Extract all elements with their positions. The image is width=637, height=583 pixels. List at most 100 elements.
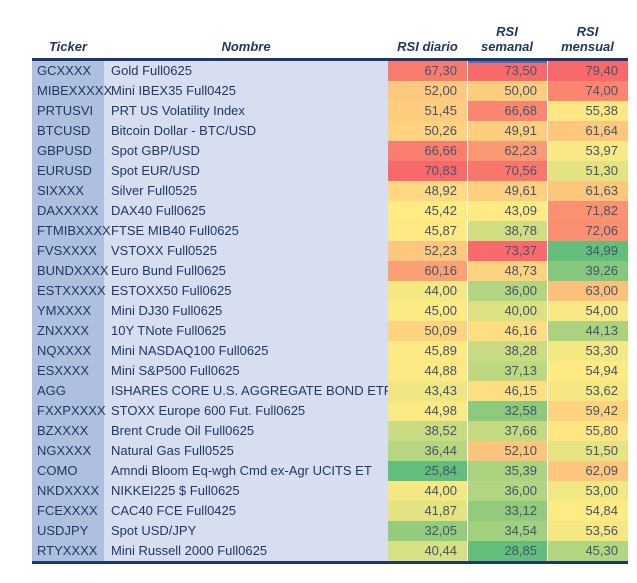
rsi-mensual-cell: 54,84 — [547, 501, 628, 521]
ticker-cell: FCEXXXX — [32, 501, 104, 521]
table-row: SIXXXX Silver Full0525 48,92 49,61 61,63 — [32, 181, 628, 201]
table-row: BZXXXX Brent Crude Oil Full0625 38,52 37,66… — [32, 421, 628, 441]
rsi-diario-cell: 67,30 — [388, 61, 467, 81]
rsi-diario-cell: 45,89 — [388, 341, 467, 361]
nombre-cell: Amndi Bloom Eq-wgh Cmd ex-Agr UCITS ET — [104, 461, 388, 481]
rsi-semanal-cell: 46,15 — [467, 381, 547, 401]
table-row: EURUSD Spot EUR/USD 70,83 70,56 51,30 — [32, 161, 628, 181]
rsi-mensual-cell: 53,97 — [547, 141, 628, 161]
ticker-cell: USDJPY — [32, 521, 104, 541]
rsi-mensual-cell: 53,62 — [547, 381, 628, 401]
rsi-mensual-cell: 72,06 — [547, 221, 628, 241]
table-row: PRTUSVI PRT US Volatility Index 51,45 66,68… — [32, 101, 628, 121]
rsi-diario-cell: 50,09 — [388, 321, 467, 341]
ticker-cell: MIBEXXXXX — [32, 81, 112, 101]
table-row: FTMIBXXXX FTSE MIB40 Full0625 45,87 38,78 72… — [32, 221, 628, 241]
ticker-cell: GBPUSD — [32, 141, 104, 161]
rsi-diario-cell: 45,00 — [388, 301, 467, 321]
table-header: Ticker Nombre RSI diario RSI semanal RSI… — [32, 8, 628, 61]
ticker-cell: GCXXXX — [32, 61, 104, 81]
table-row: YMXXXX Mini DJ30 Full0625 45,00 40,00 54,00 — [32, 301, 628, 321]
ticker-cell: ESXXXX — [32, 361, 104, 381]
nombre-cell: Mini Russell 2000 Full0625 — [104, 541, 388, 561]
rsi-semanal-cell: 32,58 — [467, 401, 547, 421]
nombre-cell: NIKKEI225 $ Full0625 — [104, 481, 388, 501]
rsi-mensual-cell: 44,13 — [547, 321, 628, 341]
rsi-diario-cell: 45,42 — [388, 201, 467, 221]
ticker-cell: FXXPXXXX — [32, 401, 106, 421]
nombre-cell: Spot GBP/USD — [104, 141, 388, 161]
rsi-mensual-cell: 53,56 — [547, 521, 628, 541]
rsi-diario-cell: 51,45 — [388, 101, 467, 121]
nombre-cell: Natural Gas Full0525 — [104, 441, 388, 461]
nombre-cell: ISHARES CORE U.S. AGGREGATE BOND ETF — [104, 381, 392, 401]
col-header-rsi-diario: RSI diario — [397, 39, 458, 54]
rsi-mensual-cell: 59,42 — [547, 401, 628, 421]
rsi-semanal-cell: 37,13 — [467, 361, 547, 381]
ticker-cell: FTMIBXXXX — [32, 221, 111, 241]
nombre-cell: DAX40 Full0625 — [104, 201, 388, 221]
table-row: ESXXXX Mini S&P500 Full0625 44,88 37,13 54,9… — [32, 361, 628, 381]
rsi-diario-cell: 40,44 — [388, 541, 467, 561]
nombre-cell: Euro Bund Full0625 — [104, 261, 388, 281]
rsi-mensual-cell: 63,00 — [547, 281, 628, 301]
table-row: GCXXXX Gold Full0625 67,30 73,50 79,40 — [32, 61, 628, 81]
rsi-mensual-cell: 61,64 — [547, 121, 628, 141]
rsi-table: Ticker Nombre RSI diario RSI semanal RSI… — [32, 8, 628, 564]
rsi-diario-cell: 38,52 — [388, 421, 467, 441]
rsi-mensual-cell: 45,30 — [547, 541, 628, 561]
nombre-cell: FTSE MIB40 Full0625 — [104, 221, 388, 241]
rsi-mensual-cell: 54,94 — [547, 361, 628, 381]
rsi-semanal-cell: 33,12 — [467, 501, 547, 521]
rsi-diario-cell: 50,26 — [388, 121, 467, 141]
rsi-diario-cell: 66,66 — [388, 141, 467, 161]
table-row: GBPUSD Spot GBP/USD 66,66 62,23 53,97 — [32, 141, 628, 161]
table-row: FCEXXXX CAC40 FCE Full0425 41,87 33,12 54,84 — [32, 501, 628, 521]
nombre-cell: Silver Full0525 — [104, 181, 388, 201]
rsi-diario-cell: 44,00 — [388, 481, 467, 501]
nombre-cell: STOXX Europe 600 Fut. Full0625 — [104, 401, 388, 421]
ticker-cell: DAXXXXX — [32, 201, 104, 221]
col-header-rsi-semanal: RSI semanal — [480, 24, 534, 54]
ticker-cell: NKDXXXX — [32, 481, 104, 501]
rsi-semanal-cell: 35,39 — [467, 461, 547, 481]
rsi-mensual-cell: 51,50 — [547, 441, 628, 461]
rsi-diario-cell: 43,43 — [388, 381, 467, 401]
rsi-semanal-cell: 28,85 — [467, 541, 547, 561]
rsi-diario-cell: 32,05 — [388, 521, 467, 541]
rsi-mensual-cell: 55,38 — [547, 101, 628, 121]
nombre-cell: Bitcoin Dollar - BTC/USD — [104, 121, 388, 141]
rsi-diario-cell: 52,23 — [388, 241, 467, 261]
table-row: ESTXXXXX ESTOXX50 Full0625 44,00 36,00 63,00 — [32, 281, 628, 301]
rsi-semanal-cell: 48,73 — [467, 261, 547, 281]
table-row: AGG ISHARES CORE U.S. AGGREGATE BOND ETF 4… — [32, 381, 628, 401]
rsi-mensual-cell: 62,09 — [547, 461, 628, 481]
rsi-mensual-cell: 51,30 — [547, 161, 628, 181]
rsi-semanal-cell: 40,00 — [467, 301, 547, 321]
rsi-semanal-cell: 49,91 — [467, 121, 547, 141]
nombre-cell: Spot EUR/USD — [104, 161, 388, 181]
rsi-mensual-cell: 39,26 — [547, 261, 628, 281]
rsi-mensual-cell: 54,00 — [547, 301, 628, 321]
table-row: USDJPY Spot USD/JPY 32,05 34,54 53,56 — [32, 521, 628, 541]
col-header-rsi-mensual: RSI mensual — [561, 24, 614, 54]
rsi-diario-cell: 36,44 — [388, 441, 467, 461]
ticker-cell: NQXXXX — [32, 341, 104, 361]
nombre-cell: Gold Full0625 — [104, 61, 388, 81]
rsi-mensual-cell: 61,63 — [547, 181, 628, 201]
rsi-semanal-cell: 36,00 — [467, 481, 547, 501]
rsi-diario-cell: 45,87 — [388, 221, 467, 241]
rsi-semanal-cell: 62,23 — [467, 141, 547, 161]
rsi-semanal-cell: 36,00 — [467, 281, 547, 301]
nombre-cell: VSTOXX Full0525 — [104, 241, 388, 261]
nombre-cell: 10Y TNote Full0625 — [104, 321, 388, 341]
ticker-cell: EURUSD — [32, 161, 104, 181]
rsi-semanal-cell: 73,37 — [467, 241, 547, 261]
rsi-diario-cell: 25,84 — [388, 461, 467, 481]
ticker-cell: RTYXXXX — [32, 541, 104, 561]
rsi-mensual-cell: 53,00 — [547, 481, 628, 501]
rsi-semanal-cell: 38,78 — [467, 221, 547, 241]
ticker-cell: FVSXXXX — [32, 241, 104, 261]
table-row: MIBEXXXXX Mini IBEX35 Full0425 52,00 50,00 7… — [32, 81, 628, 101]
ticker-cell: BTCUSD — [32, 121, 104, 141]
